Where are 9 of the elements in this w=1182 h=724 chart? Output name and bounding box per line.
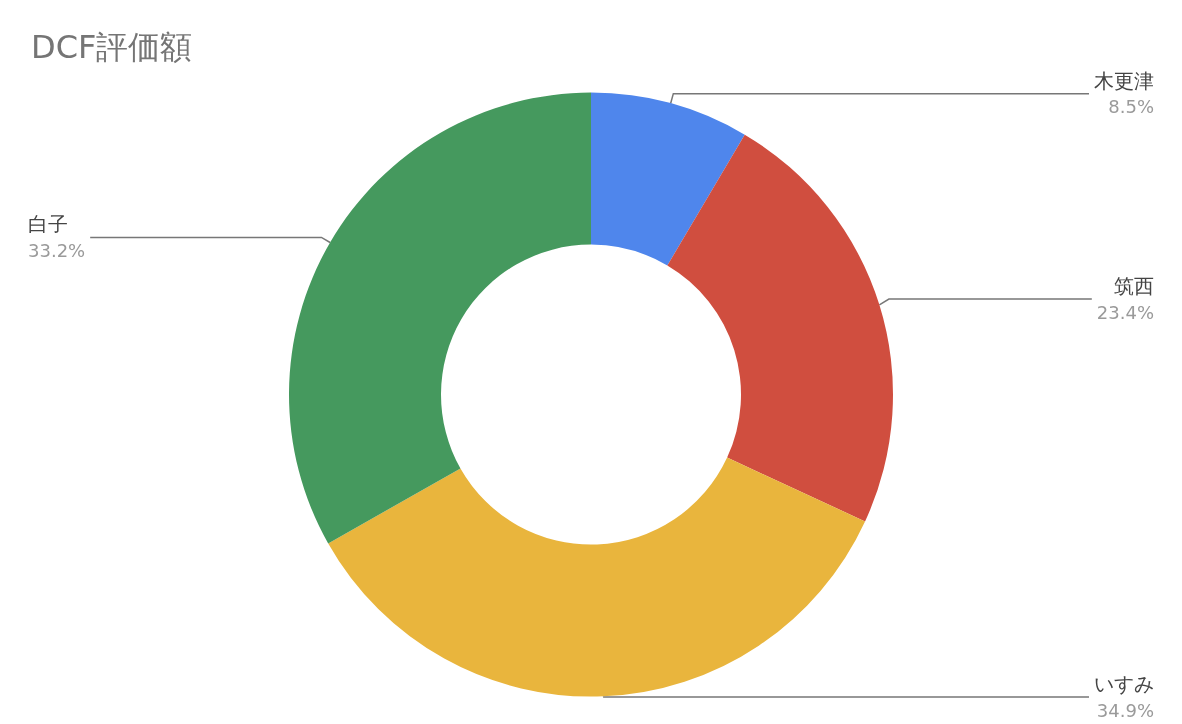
chart-title: DCF評価額 xyxy=(31,28,193,66)
data-label: 34.9% xyxy=(1096,699,1154,721)
data-label: 8.5% xyxy=(1108,96,1154,118)
slice-label: 筑西 xyxy=(1114,274,1154,299)
data-label: 33.2% xyxy=(28,239,86,261)
slice-label: 白子 xyxy=(28,212,68,237)
slice-label: いすみ xyxy=(1094,672,1154,696)
data-label: 23.4% xyxy=(1096,301,1154,323)
slice-label: 木更津 xyxy=(1094,68,1154,93)
